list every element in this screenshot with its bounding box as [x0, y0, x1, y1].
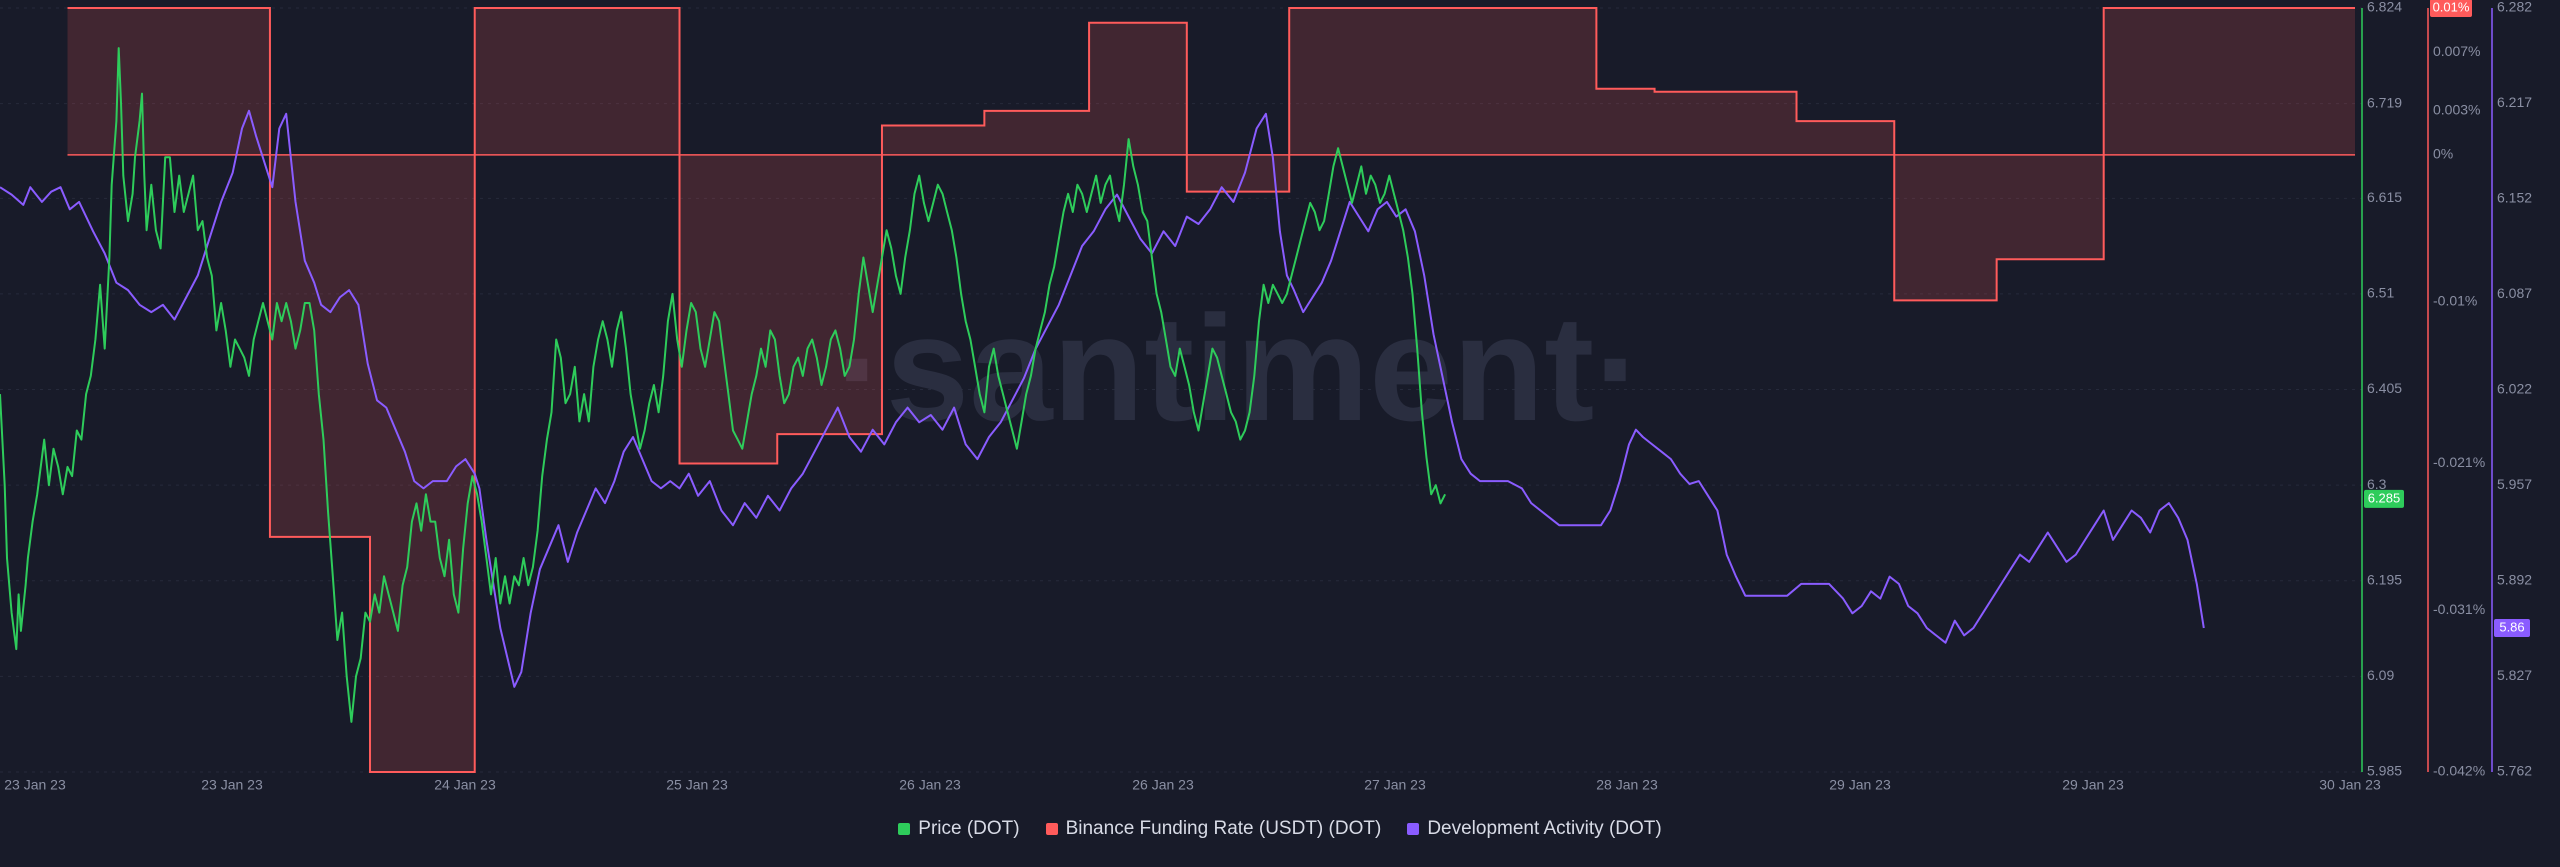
dev-tick-label: 5.762	[2497, 763, 2532, 779]
price-tick-label: 6.3	[2367, 476, 2387, 492]
x-tick-label: 27 Jan 23	[1364, 777, 1426, 793]
price-tick-label: 6.51	[2367, 285, 2394, 301]
x-tick-label: 25 Jan 23	[666, 777, 728, 793]
funding-tick-label: -0.042%	[2433, 763, 2485, 779]
funding-rate-line	[67, 7, 2356, 773]
funding-tick-label: -0.031%	[2433, 601, 2485, 617]
dev-tick-label: 6.152	[2497, 190, 2532, 206]
dev-tick-label: 6.022	[2497, 381, 2532, 397]
legend-label: Development Activity (DOT)	[1427, 818, 1662, 839]
price-line	[0, 47, 1446, 723]
x-tick-label: 29 Jan 23	[1829, 777, 1891, 793]
funding-tick-label: 0.007%	[2433, 43, 2480, 59]
x-tick-label: 23 Jan 23	[201, 777, 263, 793]
dev-tick-label: 6.217	[2497, 94, 2532, 110]
legend-label: Price (DOT)	[918, 818, 1020, 839]
price-tick-label: 6.615	[2367, 189, 2402, 205]
funding-current-badge-bg	[2430, 0, 2472, 17]
price-tick-label: 6.719	[2367, 94, 2402, 110]
dev-current-badge-bg	[2494, 619, 2530, 638]
funding-tick-label: 0.003%	[2433, 102, 2480, 118]
legend-label: Binance Funding Rate (USDT) (DOT)	[1065, 818, 1382, 839]
funding-rate-area	[67, 8, 2356, 772]
dev-tick-label: 5.957	[2497, 476, 2532, 492]
price-tick-label: 6.824	[2367, 0, 2402, 15]
funding-tick-label: 0%	[2433, 146, 2453, 162]
price-current-badge: 6.285	[2368, 490, 2401, 505]
x-tick-label: 26 Jan 23	[899, 777, 961, 793]
dev-tick-label: 6.087	[2497, 285, 2532, 301]
funding-tick-label: -0.01%	[2433, 293, 2477, 309]
price-tick-label: 5.985	[2367, 763, 2402, 779]
funding-tick-label: -0.021%	[2433, 454, 2485, 470]
x-tick-label: 30 Jan 23	[2319, 777, 2381, 793]
legend-swatch	[898, 823, 911, 835]
price-tick-label: 6.195	[2367, 571, 2402, 587]
x-tick-label: 23 Jan 23	[4, 777, 66, 793]
chart-legend: Price (DOT) Binance Funding Rate (USDT) (…	[0, 818, 2560, 840]
watermark-text: ·santiment·	[836, 284, 1644, 452]
dev-tick-label: 5.827	[2497, 667, 2532, 683]
legend-swatch	[1407, 823, 1420, 835]
dev-tick-label: 6.282	[2497, 0, 2532, 15]
x-tick-label: 28 Jan 23	[1596, 777, 1658, 793]
chart-background	[0, 0, 2560, 810]
price-tick-label: 6.405	[2367, 380, 2402, 396]
legend-item[interactable]: Development Activity (DOT)	[1407, 818, 1662, 840]
dev-current-badge: 5.86	[2499, 619, 2524, 634]
x-tick-label: 26 Jan 23	[1132, 777, 1194, 793]
legend-swatch	[1045, 823, 1058, 835]
funding-current-badge: 0.01%	[2433, 0, 2470, 14]
x-tick-label: 24 Jan 23	[434, 777, 496, 793]
legend-item[interactable]: Binance Funding Rate (USDT) (DOT)	[1045, 818, 1382, 840]
x-tick-label: 29 Jan 23	[2062, 777, 2124, 793]
price-current-badge-bg	[2364, 489, 2404, 508]
price-tick-label: 6.09	[2367, 667, 2394, 683]
dev-activity-line	[0, 109, 2205, 688]
legend-item[interactable]: Price (DOT)	[898, 818, 1020, 840]
dev-tick-label: 5.892	[2497, 572, 2532, 588]
chart-svg: ·santiment·6.8246.7196.6156.516.4056.36.…	[0, 0, 2560, 810]
